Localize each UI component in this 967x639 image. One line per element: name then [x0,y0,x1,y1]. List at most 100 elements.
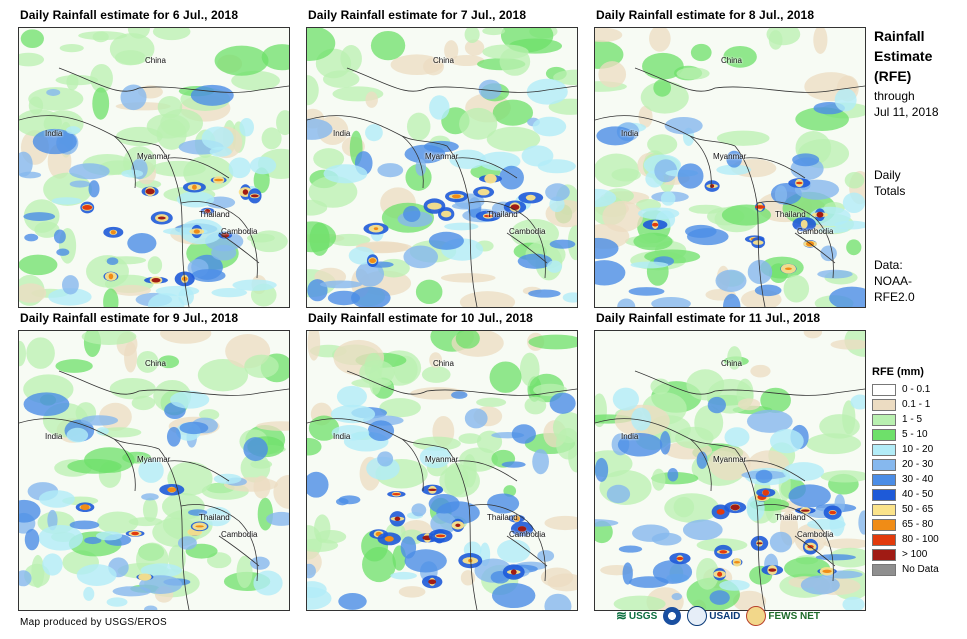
country-label-cambodia: Cambodia [509,227,546,236]
rain-blob [595,457,609,482]
rain-blob [816,211,824,218]
legend-label: > 100 [902,549,928,560]
country-label-myanmar: Myanmar [137,152,171,161]
rain-blob [144,605,158,610]
legend-item: 0.1 - 1 [872,397,964,412]
rain-blob [193,229,200,234]
rain-blob [327,290,361,306]
legend-swatch [872,548,896,561]
country-border [446,145,478,307]
rain-blob [350,286,391,307]
rainfall-field [19,28,289,307]
rainfall-field [595,331,865,610]
rain-blob [19,340,27,367]
rain-blob [369,258,377,264]
rain-blob [170,390,210,409]
country-border [744,157,806,179]
rain-blob [23,392,70,416]
rain-blob [199,409,220,421]
rain-blob [106,597,128,607]
country-label-india: India [621,129,639,138]
legend-label: 0 - 0.1 [902,384,931,395]
usgs-logo: ≋ USGS [616,608,657,624]
country-border [714,85,865,93]
rain-blob [464,408,488,429]
legend-label: No Data [902,564,939,575]
country-border [58,67,140,92]
rain-blob [307,331,321,361]
rain-blob [20,29,44,49]
country-border [744,460,806,482]
legend-swatch [872,533,896,546]
rain-blob [595,237,619,259]
rain-blob [313,148,345,170]
rain-blob [642,52,684,80]
rain-blob [792,153,820,167]
rain-blob [428,231,464,250]
rain-blob [478,79,502,100]
rain-blob [131,531,139,536]
rain-blob [528,334,577,350]
rain-blob [766,28,801,46]
country-border [307,115,448,147]
rain-blob [755,205,766,209]
rain-blob [415,158,427,176]
rain-blob [86,255,129,288]
usaid-wordmark: USAID [709,610,741,622]
rain-blob [158,355,180,369]
rain-blob [139,575,183,594]
country-border [734,145,766,307]
rain-blob [411,503,427,517]
rain-blob [177,536,197,550]
rain-blob [750,364,771,378]
rain-blob [96,427,109,436]
rain-blob [307,581,327,599]
rain-blob [307,471,329,498]
rain-blob [834,88,857,112]
rain-blob [633,232,673,251]
agency-logos: ≋ USGS USAID FEWS NET [616,606,820,626]
rain-blob [448,55,485,67]
country-border [113,438,136,492]
rain-blob [440,273,496,283]
rain-blob [628,287,665,296]
rain-blob [355,261,385,287]
rain-blob [243,437,268,462]
country-border [158,448,190,610]
rain-blob [595,28,623,43]
rain-blob [630,261,669,269]
rainfall-map: China India Myanmar Thailand Cambodia [18,27,290,308]
rain-blob [717,571,723,577]
rain-blob [138,573,152,581]
rain-blob [394,516,401,521]
through-note: through Jul 11, 2018 [874,88,964,120]
country-label-thailand: Thailand [199,513,230,522]
rain-blob [116,126,163,147]
country-border [19,115,160,147]
rain-blob [108,273,114,280]
rain-blob [404,549,447,573]
rain-blob [595,260,626,286]
country-border [506,232,548,264]
rain-blob [769,429,804,454]
country-border [468,504,546,582]
legend-label: 50 - 65 [902,504,934,515]
legend-label: 80 - 100 [902,534,939,545]
rain-blob [602,200,644,233]
rain-blob [537,550,555,562]
rain-blob [709,590,730,605]
rain-blob [253,475,271,499]
legend-items: 0 - 0.1 0.1 - 1 1 - 5 5 - 10 10 - 20 20 - 30 3… [872,382,964,577]
rain-blob [244,354,279,379]
rain-blob [364,352,383,382]
country-border [218,232,260,264]
rain-blob [549,239,576,249]
rain-blob [211,244,237,261]
rain-blob [76,564,117,586]
rain-blob [768,568,777,572]
rain-blob [28,96,44,115]
rain-blob [415,279,443,305]
rain-blob [81,331,137,345]
rain-blob [32,128,77,155]
rain-blob [830,339,865,350]
